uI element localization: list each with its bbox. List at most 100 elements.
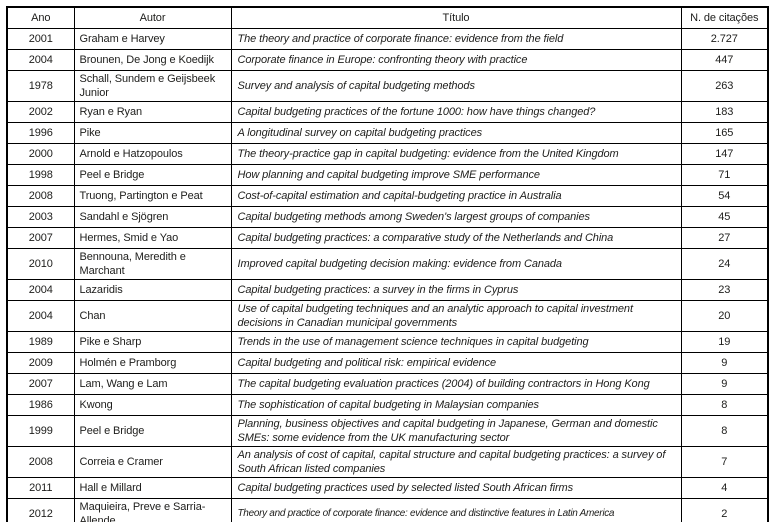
year-cell: 2003 — [6, 206, 75, 228]
table-row: 2008 Truong, Partington e Peat Cost-of-c… — [6, 185, 769, 207]
year-cell: 2004 — [6, 49, 75, 71]
citations-cell: 24 — [680, 248, 769, 280]
table-row: 2004 Lazaridis Capital budgeting practic… — [6, 279, 769, 301]
author-cell: Graham e Harvey — [73, 28, 232, 50]
author-cell: Lazaridis — [73, 279, 232, 301]
year-cell: 2004 — [6, 300, 75, 332]
title-cell: The capital budgeting evaluation practic… — [230, 373, 682, 395]
title-cell: Corporate finance in Europe: confronting… — [230, 49, 682, 71]
title-cell: An analysis of cost of capital, capital … — [230, 446, 682, 478]
author-cell: Schall, Sundem e Geijsbeek Junior — [73, 70, 232, 102]
table-row: 1978 Schall, Sundem e Geijsbeek Junior S… — [6, 70, 769, 102]
author-cell: Chan — [73, 300, 232, 332]
citations-cell: 20 — [680, 300, 769, 332]
citations-table: Ano Autor Título N. de citações 2001 Gra… — [6, 6, 769, 522]
title-cell: Use of capital budgeting techniques and … — [230, 300, 682, 332]
column-header-citacoes: N. de citações — [680, 6, 769, 29]
title-cell: Planning, business objectives and capita… — [230, 415, 682, 447]
table-row: 2012 Maquieira, Preve e Sarria-Allende T… — [6, 498, 769, 522]
title-cell: How planning and capital budgeting impro… — [230, 164, 682, 186]
table-row: 1999 Peel e Bridge Planning, business ob… — [6, 415, 769, 447]
author-cell: Ryan e Ryan — [73, 101, 232, 123]
header-row: Ano Autor Título N. de citações — [6, 6, 769, 29]
year-cell: 2004 — [6, 279, 75, 301]
table-row: 2000 Arnold e Hatzopoulos The theory-pra… — [6, 143, 769, 165]
table-row: 2004 Brounen, De Jong e Koedijk Corporat… — [6, 49, 769, 71]
year-cell: 1986 — [6, 394, 75, 416]
author-cell: Brounen, De Jong e Koedijk — [73, 49, 232, 71]
author-cell: Bennouna, Meredith e Marchant — [73, 248, 232, 280]
table-row: 1989 Pike e Sharp Trends in the use of m… — [6, 331, 769, 353]
table-header: Ano Autor Título N. de citações — [6, 6, 769, 29]
table-row: 2009 Holmén e Pramborg Capital budgeting… — [6, 352, 769, 374]
column-header-autor: Autor — [73, 6, 232, 29]
year-cell: 2012 — [6, 498, 75, 522]
author-cell: Peel e Bridge — [73, 164, 232, 186]
title-cell: Capital budgeting and political risk: em… — [230, 352, 682, 374]
author-cell: Hermes, Smid e Yao — [73, 227, 232, 249]
title-cell: Capital budgeting practices: a survey in… — [230, 279, 682, 301]
author-cell: Sandahl e Sjögren — [73, 206, 232, 228]
table-row: 2007 Hermes, Smid e Yao Capital budgetin… — [6, 227, 769, 249]
citations-cell: 54 — [680, 185, 769, 207]
citations-cell: 23 — [680, 279, 769, 301]
title-cell: Capital budgeting methods among Sweden's… — [230, 206, 682, 228]
citations-cell: 147 — [680, 143, 769, 165]
table-body: 2001 Graham e Harvey The theory and prac… — [6, 28, 769, 522]
citations-cell: 9 — [680, 373, 769, 395]
author-cell: Pike — [73, 122, 232, 144]
author-cell: Peel e Bridge — [73, 415, 232, 447]
citations-cell: 45 — [680, 206, 769, 228]
year-cell: 1996 — [6, 122, 75, 144]
citations-cell: 27 — [680, 227, 769, 249]
year-cell: 2009 — [6, 352, 75, 374]
title-cell: Theory and practice of corporate finance… — [230, 498, 682, 522]
citations-cell: 2.727 — [680, 28, 769, 50]
author-cell: Arnold e Hatzopoulos — [73, 143, 232, 165]
author-cell: Pike e Sharp — [73, 331, 232, 353]
table-row: 2007 Lam, Wang e Lam The capital budgeti… — [6, 373, 769, 395]
table-row: 1996 Pike A longitudinal survey on capit… — [6, 122, 769, 144]
title-cell: The theory and practice of corporate fin… — [230, 28, 682, 50]
citations-cell: 2 — [680, 498, 769, 522]
title-cell: Capital budgeting practices used by sele… — [230, 477, 682, 499]
year-cell: 2011 — [6, 477, 75, 499]
citations-cell: 8 — [680, 394, 769, 416]
citations-cell: 263 — [680, 70, 769, 102]
column-header-titulo: Título — [230, 6, 682, 29]
citations-cell: 8 — [680, 415, 769, 447]
year-cell: 1978 — [6, 70, 75, 102]
table-row: 2010 Bennouna, Meredith e Marchant Impro… — [6, 248, 769, 280]
year-cell: 2007 — [6, 373, 75, 395]
citations-cell: 447 — [680, 49, 769, 71]
table-row: 2003 Sandahl e Sjögren Capital budgeting… — [6, 206, 769, 228]
author-cell: Holmén e Pramborg — [73, 352, 232, 374]
author-cell: Kwong — [73, 394, 232, 416]
year-cell: 2000 — [6, 143, 75, 165]
year-cell: 2008 — [6, 185, 75, 207]
citations-cell: 4 — [680, 477, 769, 499]
title-cell: The sophistication of capital budgeting … — [230, 394, 682, 416]
table-row: 1998 Peel e Bridge How planning and capi… — [6, 164, 769, 186]
table-row: 2008 Correia e Cramer An analysis of cos… — [6, 446, 769, 478]
year-cell: 1999 — [6, 415, 75, 447]
author-cell: Maquieira, Preve e Sarria-Allende — [73, 498, 232, 522]
citations-cell: 183 — [680, 101, 769, 123]
title-cell: Capital budgeting practices: a comparati… — [230, 227, 682, 249]
title-cell: Capital budgeting practices of the fortu… — [230, 101, 682, 123]
citations-cell: 19 — [680, 331, 769, 353]
title-cell: Trends in the use of management science … — [230, 331, 682, 353]
table-row: 1986 Kwong The sophistication of capital… — [6, 394, 769, 416]
column-header-ano: Ano — [6, 6, 75, 29]
title-cell: Cost-of-capital estimation and capital-b… — [230, 185, 682, 207]
table-row: 2001 Graham e Harvey The theory and prac… — [6, 28, 769, 50]
author-cell: Truong, Partington e Peat — [73, 185, 232, 207]
citations-cell: 165 — [680, 122, 769, 144]
year-cell: 1998 — [6, 164, 75, 186]
author-cell: Lam, Wang e Lam — [73, 373, 232, 395]
table-row: 2002 Ryan e Ryan Capital budgeting pract… — [6, 101, 769, 123]
title-cell: Survey and analysis of capital budgeting… — [230, 70, 682, 102]
year-cell: 2002 — [6, 101, 75, 123]
author-cell: Hall e Millard — [73, 477, 232, 499]
